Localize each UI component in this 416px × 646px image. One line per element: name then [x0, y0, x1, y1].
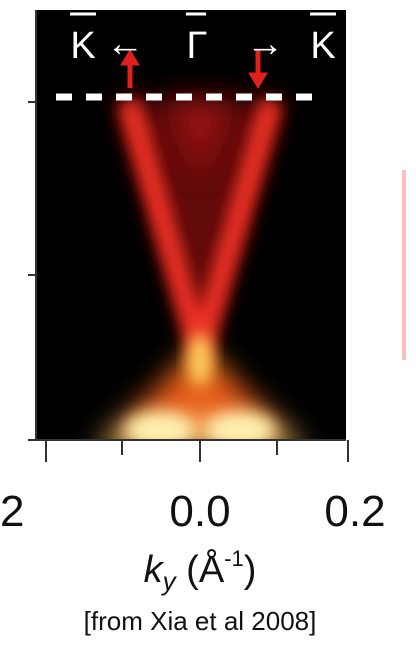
label-k-right: K [310, 25, 335, 67]
arpes-intensity [105, 98, 295, 440]
arrow-left: ← [106, 23, 144, 65]
caption: [from Xia et al 2008] [84, 606, 317, 636]
arrow-right: → [246, 23, 284, 65]
edge-streak [402, 170, 406, 360]
arrows [120, 49, 268, 89]
label-k-left: K [70, 25, 95, 67]
x-tick-label: 0.2 [324, 487, 385, 536]
axis-ticks [28, 10, 349, 462]
x-tick-label: 2 [0, 487, 24, 536]
x-tick-label: 0.0 [169, 487, 230, 536]
label-gamma: Γ [187, 25, 208, 67]
x-axis-label: ky (Å-1) [144, 546, 257, 596]
